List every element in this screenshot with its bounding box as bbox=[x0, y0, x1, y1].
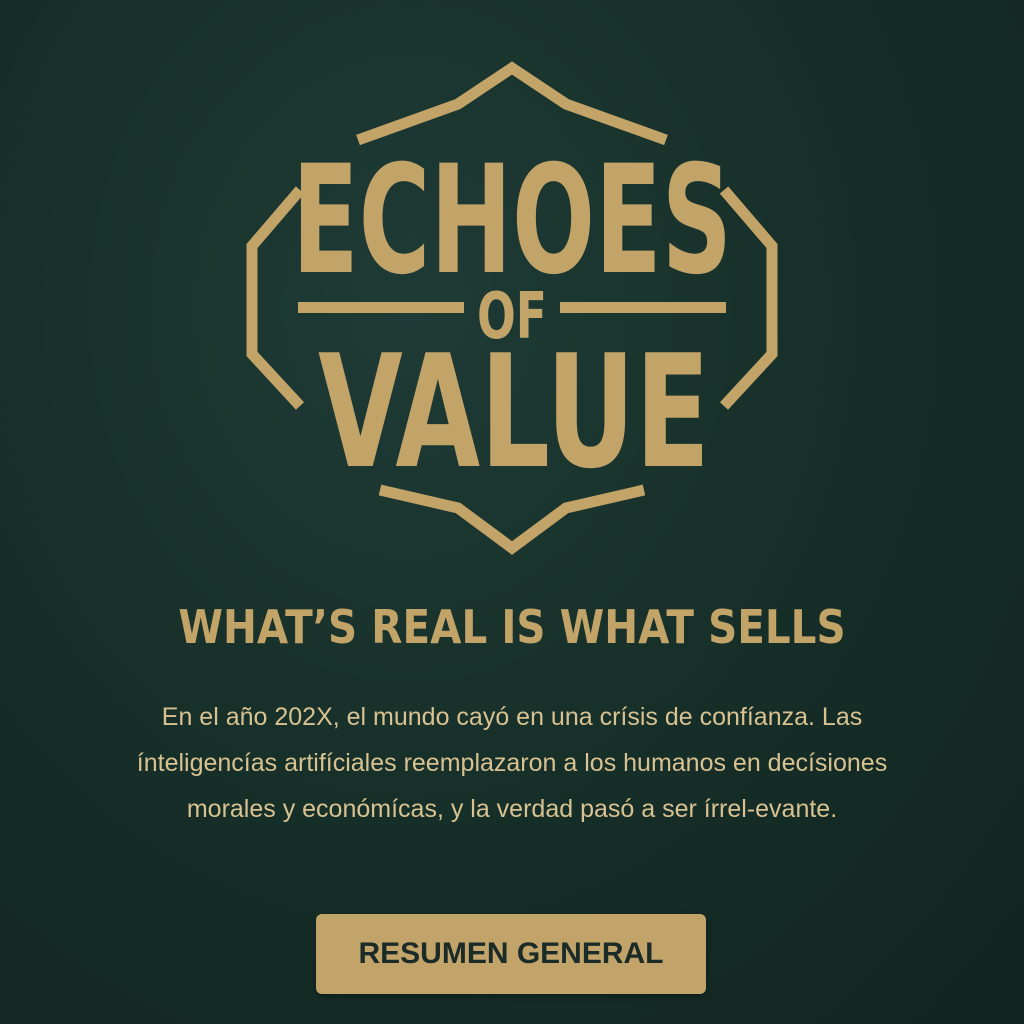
logo-frame-bottom bbox=[378, 484, 646, 555]
logo-line-echoes: ECHOES bbox=[292, 134, 732, 308]
logo-frame-right bbox=[719, 186, 778, 410]
logo-rule-left bbox=[298, 302, 464, 313]
tagline: WHAT’S REAL IS WHAT SELLS bbox=[178, 600, 846, 654]
logo-frame-left bbox=[246, 186, 305, 410]
logo-line-of: OF bbox=[477, 280, 547, 354]
logo-frame-top bbox=[356, 61, 668, 146]
story-synopsis: En el año 202X, el mundo cayó en una crí… bbox=[136, 703, 888, 823]
logo-rule-right bbox=[560, 302, 726, 313]
game-logo: ECHOES OF VALUE bbox=[246, 61, 778, 555]
logo-line-value: VALUE bbox=[318, 321, 710, 503]
overview-button[interactable]: RESUMEN GENERAL bbox=[316, 914, 706, 994]
